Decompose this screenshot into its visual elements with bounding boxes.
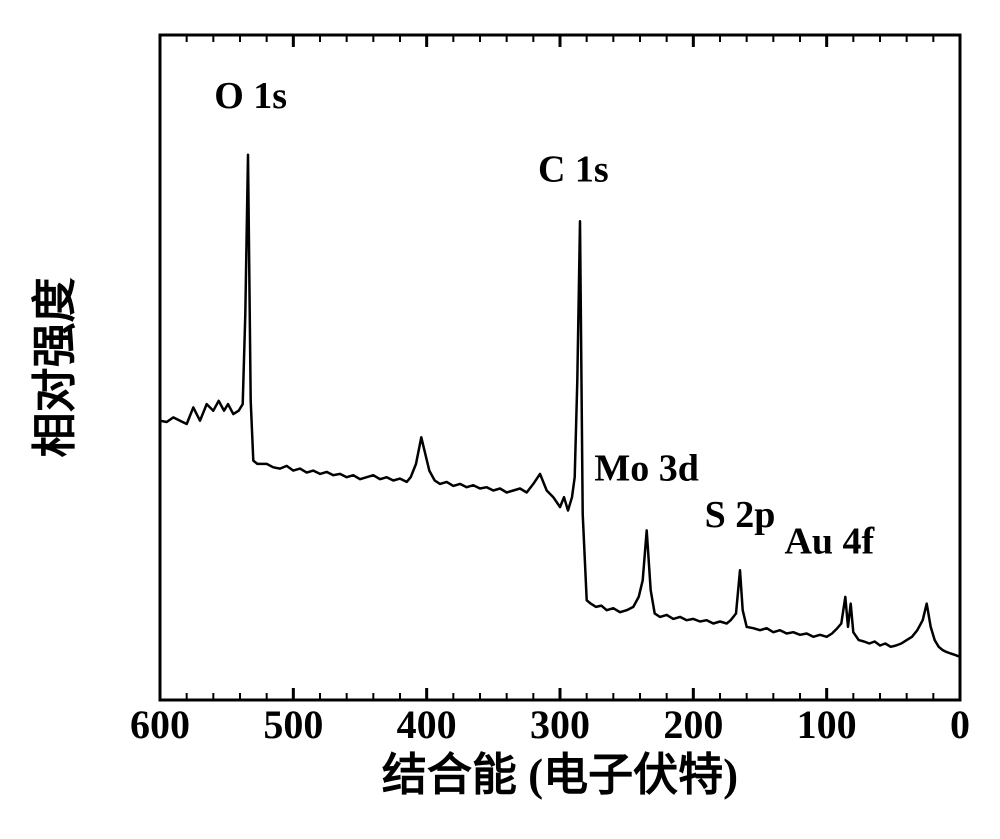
x-tick-label: 600 [130, 702, 190, 747]
peak-label: O 1s [214, 75, 287, 117]
x-tick-label: 400 [397, 702, 457, 747]
peak-label: S 2p [705, 494, 776, 536]
spectrum-line [160, 155, 960, 657]
x-tick-label: 100 [797, 702, 857, 747]
x-tick-label: 300 [530, 702, 590, 747]
x-axis-label: 结合能 (电子伏特) [382, 750, 738, 800]
x-tick-label: 0 [950, 702, 970, 747]
x-tick-label: 200 [663, 702, 723, 747]
x-tick-label: 500 [263, 702, 323, 747]
chart-svg: 600 500 400 300 200 100 0 结合能 (电子伏特) 相对强度 O 1s C 1… [0, 0, 1000, 839]
peak-label: C 1s [538, 148, 609, 190]
xps-chart: 600 500 400 300 200 100 0 结合能 (电子伏特) 相对强度 O 1s C 1… [0, 0, 1000, 839]
peak-label: Mo 3d [594, 448, 699, 490]
y-axis-label: 相对强度 [30, 277, 80, 457]
peak-label: Au 4f [784, 521, 875, 563]
